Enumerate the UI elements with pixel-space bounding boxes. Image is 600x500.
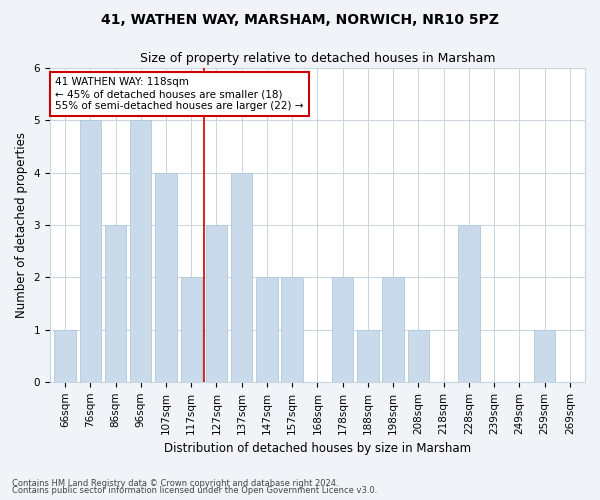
Bar <box>181 277 202 382</box>
Bar <box>256 277 278 382</box>
Bar <box>407 330 429 382</box>
Title: Size of property relative to detached houses in Marsham: Size of property relative to detached ho… <box>140 52 495 66</box>
Text: Contains HM Land Registry data © Crown copyright and database right 2024.: Contains HM Land Registry data © Crown c… <box>12 478 338 488</box>
Bar <box>155 172 177 382</box>
Bar <box>206 225 227 382</box>
Y-axis label: Number of detached properties: Number of detached properties <box>15 132 28 318</box>
Bar <box>332 277 353 382</box>
Bar <box>105 225 126 382</box>
Bar <box>382 277 404 382</box>
Bar <box>357 330 379 382</box>
Bar <box>80 120 101 382</box>
Text: 41, WATHEN WAY, MARSHAM, NORWICH, NR10 5PZ: 41, WATHEN WAY, MARSHAM, NORWICH, NR10 5… <box>101 12 499 26</box>
Bar <box>55 330 76 382</box>
Bar <box>130 120 151 382</box>
Bar <box>534 330 556 382</box>
Bar <box>458 225 479 382</box>
X-axis label: Distribution of detached houses by size in Marsham: Distribution of detached houses by size … <box>164 442 471 455</box>
Text: Contains public sector information licensed under the Open Government Licence v3: Contains public sector information licen… <box>12 486 377 495</box>
Bar <box>281 277 303 382</box>
Text: 41 WATHEN WAY: 118sqm
← 45% of detached houses are smaller (18)
55% of semi-deta: 41 WATHEN WAY: 118sqm ← 45% of detached … <box>55 78 304 110</box>
Bar <box>231 172 253 382</box>
